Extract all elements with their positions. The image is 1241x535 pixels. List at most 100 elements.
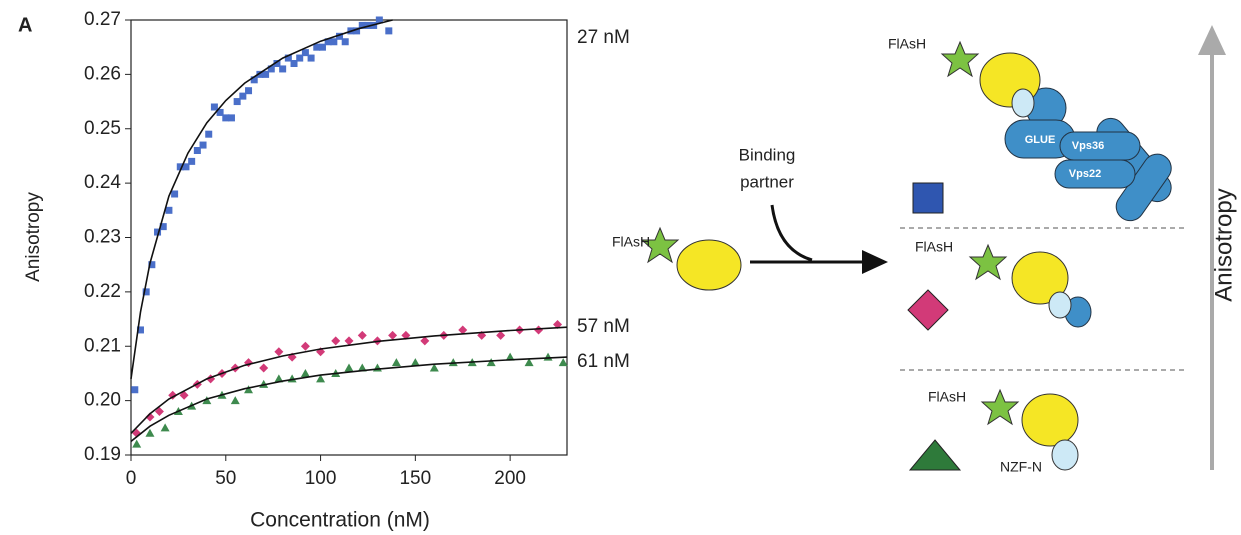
point — [505, 352, 515, 361]
series-label: 57 nM — [577, 316, 630, 337]
x-tick-label: 0 — [126, 468, 137, 489]
point — [496, 330, 506, 340]
point — [154, 228, 162, 236]
star — [980, 388, 1020, 426]
y-tick-label: 0.23 — [84, 227, 121, 248]
point — [165, 206, 173, 214]
point — [388, 330, 398, 340]
point — [154, 407, 164, 416]
point — [558, 358, 568, 367]
domain — [1051, 439, 1079, 471]
point — [524, 358, 534, 367]
point — [210, 103, 218, 111]
point — [301, 49, 309, 57]
point — [543, 352, 553, 361]
point — [331, 336, 341, 346]
point — [216, 108, 224, 116]
point — [372, 363, 382, 372]
point — [385, 27, 393, 35]
point — [448, 358, 458, 367]
point — [274, 374, 284, 383]
point — [534, 325, 544, 335]
point — [316, 374, 326, 383]
x-tick-label: 200 — [494, 468, 526, 489]
domain-label: GLUE — [1025, 134, 1056, 146]
point — [239, 92, 247, 100]
point — [199, 141, 207, 149]
point — [375, 16, 383, 24]
point — [230, 396, 240, 405]
y-tick-label: 0.21 — [84, 335, 121, 356]
point — [458, 325, 468, 335]
point — [233, 98, 241, 106]
point — [262, 70, 270, 78]
point — [300, 341, 310, 351]
point — [357, 330, 367, 340]
point — [160, 423, 170, 432]
fit-curve — [130, 356, 568, 443]
point — [296, 54, 304, 62]
series-label: 27 nM — [577, 27, 630, 48]
point — [171, 190, 179, 198]
star — [640, 226, 680, 264]
point — [131, 386, 139, 394]
point — [553, 320, 563, 329]
point — [410, 358, 420, 367]
point — [300, 368, 310, 377]
domain-label: Vps22 — [1069, 168, 1101, 180]
point — [132, 439, 142, 448]
y-axis-label: Anisotropy — [23, 192, 44, 282]
point — [245, 87, 253, 95]
point — [182, 163, 190, 171]
point — [307, 54, 315, 62]
probe-label: FlAsH — [888, 36, 926, 52]
probe-label: FlAsH — [612, 234, 650, 250]
series-label: 61 nM — [577, 351, 630, 372]
point — [330, 38, 338, 46]
merge-line — [770, 204, 813, 262]
point — [250, 76, 258, 84]
point — [222, 114, 230, 122]
domain — [1011, 88, 1035, 118]
point — [420, 336, 430, 346]
point — [318, 43, 326, 51]
series-key — [908, 439, 962, 471]
plot-frame — [130, 19, 568, 456]
point — [159, 223, 167, 231]
point — [341, 38, 349, 46]
y-tick-label: 0.20 — [84, 390, 121, 411]
point — [284, 54, 292, 62]
probe-label: FlAsH — [915, 239, 953, 255]
vps22 — [1054, 159, 1136, 189]
series-key — [907, 289, 949, 331]
star — [968, 243, 1008, 281]
fit-curve — [130, 326, 568, 434]
point — [267, 65, 275, 73]
point — [259, 363, 269, 373]
point — [142, 288, 150, 296]
series-key — [912, 182, 944, 214]
point — [273, 60, 281, 67]
point — [148, 261, 156, 269]
star — [940, 40, 980, 78]
y-tick-label: 0.19 — [84, 444, 121, 465]
point — [358, 21, 366, 29]
point — [336, 32, 344, 40]
point — [324, 38, 332, 46]
point — [391, 358, 401, 367]
diagram: FlAsH Binding partner FlAsH GLUE Vps36 V… — [612, 25, 1237, 475]
anisotropy-arrow-head — [1198, 25, 1226, 55]
domain-label: Vps36 — [1072, 140, 1104, 152]
point — [353, 27, 361, 35]
point — [202, 396, 212, 405]
panel-label: A — [18, 14, 32, 36]
protein — [1011, 251, 1069, 305]
point — [176, 163, 184, 171]
point — [279, 65, 287, 73]
x-tick-label: 100 — [305, 468, 337, 489]
point — [290, 60, 298, 67]
point — [429, 363, 439, 372]
domain — [1048, 291, 1072, 319]
fit-curve — [130, 19, 393, 380]
